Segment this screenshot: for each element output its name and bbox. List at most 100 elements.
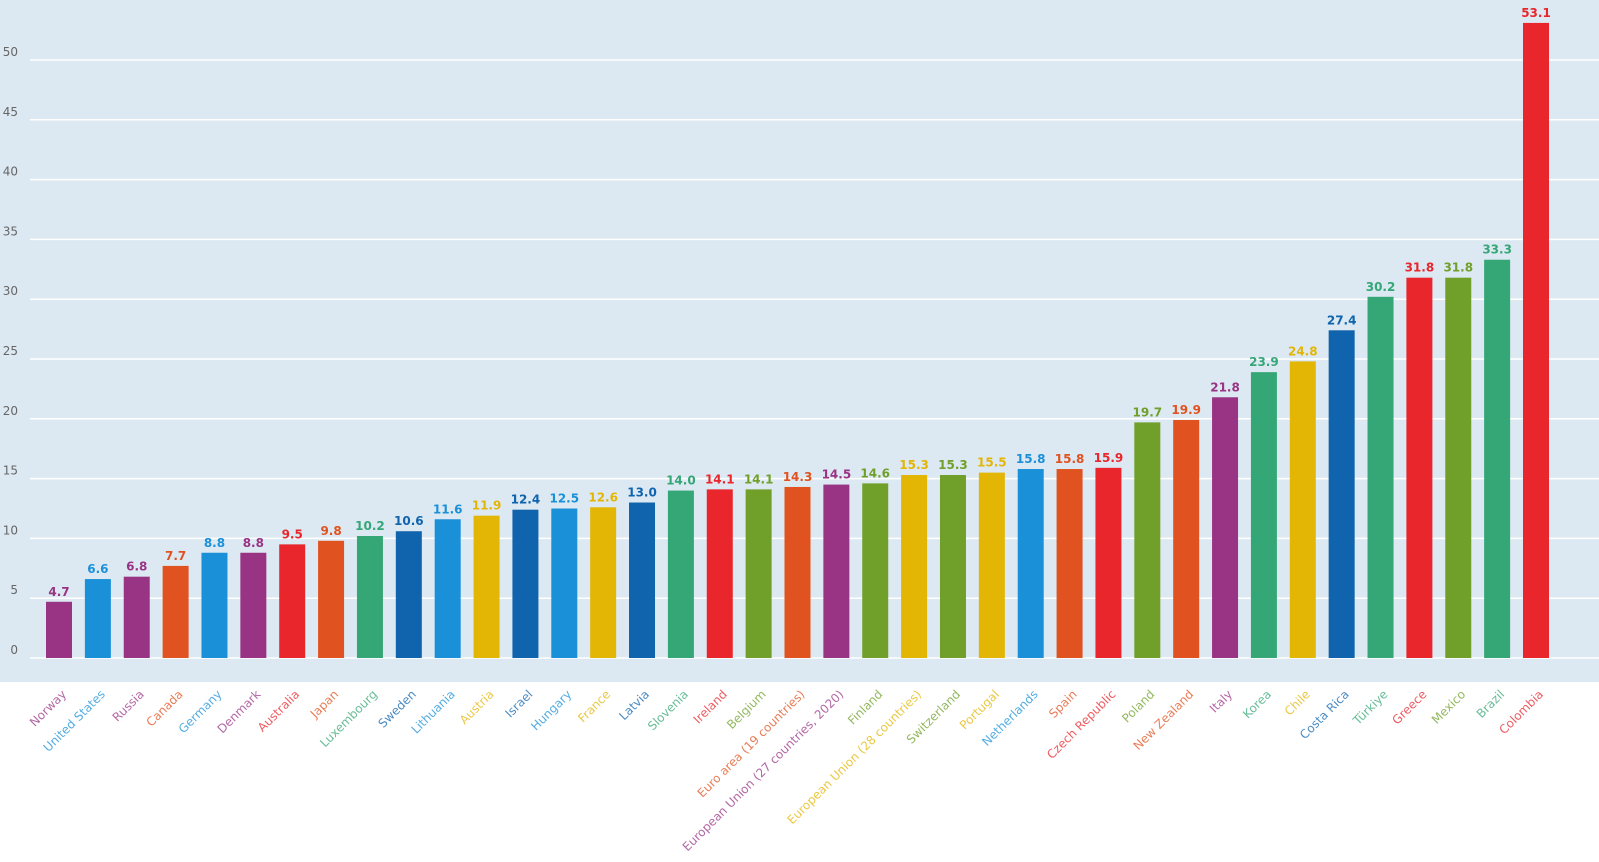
data-label: 4.7 [48,585,69,599]
y-tick-label: 15 [3,464,18,478]
bar [356,536,383,658]
data-label: 14.1 [744,472,774,486]
data-label: 6.6 [87,562,108,576]
bar [240,552,267,658]
data-label: 21.8 [1210,380,1240,394]
y-tick-label: 5 [10,583,18,597]
bar [901,475,928,658]
bar [939,475,966,658]
x-tick-label: Mexico [1429,687,1469,727]
y-tick-label: 0 [10,643,18,657]
data-label: 15.3 [899,458,929,472]
data-label: 14.5 [822,468,852,482]
data-label: 10.6 [394,514,424,528]
bar [978,472,1005,658]
x-tick-label: Greece [1389,687,1429,727]
bar [162,565,189,658]
bar [706,489,733,658]
bar [201,552,228,658]
data-label: 15.8 [1016,452,1046,466]
data-label: 8.8 [204,536,225,550]
data-label: 9.5 [282,527,303,541]
x-tick-label: Italy [1207,687,1235,715]
x-tick-label: Slovenia [645,687,691,733]
bar [473,515,500,658]
bar [1134,422,1161,658]
data-label: 9.8 [320,524,341,538]
bar [1406,277,1433,658]
data-label: 23.9 [1249,355,1279,369]
bar [1095,467,1122,658]
x-tick-label: Czech Republic [1044,687,1119,762]
x-tick-label: Latvia [616,687,652,723]
data-label: 8.8 [243,536,264,550]
bar [1367,296,1394,658]
bar [551,508,578,658]
data-label: 11.6 [433,502,463,516]
data-label: 15.5 [977,456,1007,470]
bar [629,502,656,658]
x-tick-label: Hungary [528,687,574,733]
data-label: 14.0 [666,474,696,488]
bar [1289,361,1316,658]
data-label: 10.2 [355,519,385,533]
data-label: 12.4 [511,493,541,507]
data-label: 31.8 [1405,261,1435,275]
data-label: 27.4 [1327,313,1357,327]
data-label: 31.8 [1443,261,1473,275]
bar [395,531,422,658]
bar [123,576,150,658]
bar [279,544,306,658]
bar [512,509,539,658]
x-tick-label: Israel [502,687,535,720]
x-tick-label: Australia [255,687,302,734]
data-label: 11.9 [472,499,502,513]
bar [1173,419,1200,658]
x-tick-label: Ireland [691,687,730,726]
data-label: 12.5 [549,492,579,506]
x-tick-label: Austria [457,687,497,727]
x-tick-label: Chile [1282,687,1313,718]
data-label: 6.8 [126,560,147,574]
data-label: 14.1 [705,472,735,486]
data-label: 19.7 [1133,405,1163,419]
x-tick-label: Spain [1046,687,1080,721]
x-tick-label: Korea [1240,687,1274,721]
bar [1523,22,1549,658]
y-tick-label: 20 [3,404,18,418]
bar [784,486,811,658]
bar [667,490,694,658]
data-label: 33.3 [1482,243,1512,257]
x-tick-label: Türkiye [1350,687,1391,728]
bar [1212,397,1239,658]
data-label: 13.0 [627,486,657,500]
x-tick-label: Japan [307,687,341,721]
x-tick-label: Russia [110,687,147,724]
bar [1484,259,1511,658]
data-label: 30.2 [1366,280,1396,294]
data-label: 15.3 [938,458,968,472]
y-tick-label: 40 [3,165,18,179]
bar [46,601,72,658]
data-label: 7.7 [165,549,186,563]
bar [862,483,889,658]
data-label: 15.8 [1055,452,1085,466]
bar [1250,372,1277,658]
bar [84,579,111,658]
x-tick-label: Brazil [1474,687,1508,721]
bar [745,489,772,658]
bar [823,484,850,658]
data-label: 24.8 [1288,344,1318,358]
data-label: 15.9 [1094,451,1124,465]
y-tick-label: 45 [3,105,18,119]
y-tick-label: 35 [3,224,18,238]
data-label: 12.6 [588,490,618,504]
data-label: 14.6 [860,466,890,480]
x-tick-label: France [575,687,613,725]
data-label: 19.9 [1171,403,1201,417]
bar [434,519,461,658]
bar [590,507,617,658]
x-tick-label: Poland [1119,687,1157,725]
y-tick-label: 10 [3,523,18,537]
